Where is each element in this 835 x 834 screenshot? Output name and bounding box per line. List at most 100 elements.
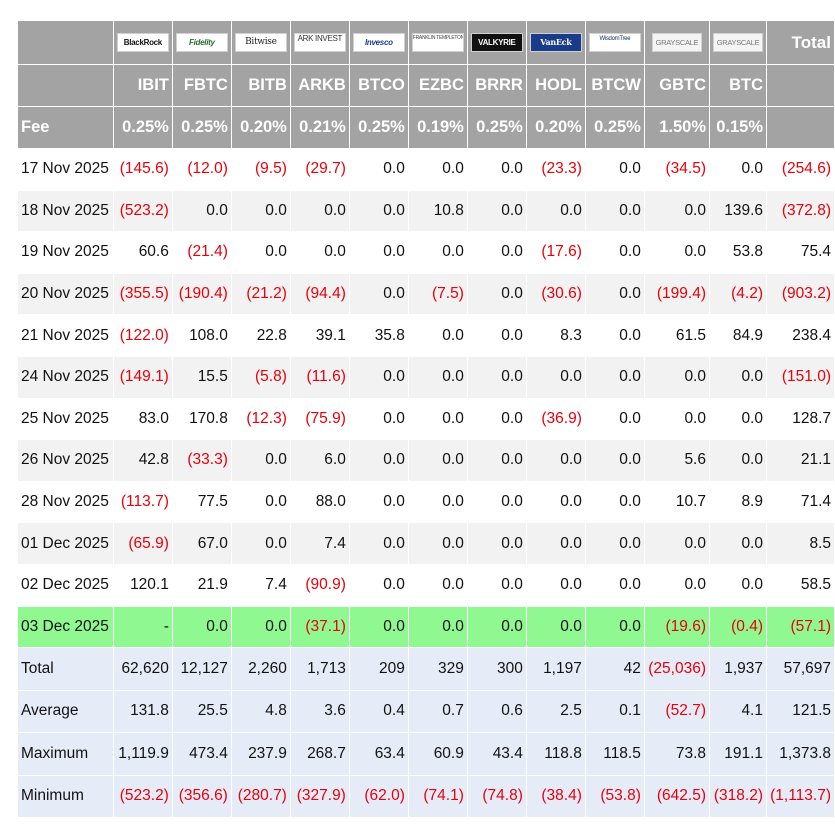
vaneck-logo: VanEck [529,33,582,52]
flow-cell: (145.6) [112,148,173,191]
franklin-templeton-logo: FRANKLIN TEMPLETON [411,33,464,52]
table-row: 20 Nov 2025 (355.5) (190.4) (21.2) (94.4) 0.0… [17,272,835,316]
flow-cell: 0.0 [466,231,527,274]
summary-row: Average 131.8 25.5 4.8 3.6 0.4 0.7 0.6 2.5 0.1 (52… [17,689,835,734]
ticker-row-total-blank [766,64,835,107]
row-date: 17 Nov 2025 [17,148,114,191]
flow-cell: 0.0 [348,605,409,649]
flow-cell: (4.2) [709,272,767,316]
invesco-logo: Invesco [352,33,405,52]
flow-cell: 0.0 [525,605,586,649]
flow-cell: 0.0 [466,355,527,399]
flow-cell: (34.5) [643,148,711,191]
flow-cell: 0.0 [584,231,645,274]
flow-cell: 0.0 [584,563,645,607]
flow-cell: 0.0 [525,480,586,524]
flow-cell: 0.0 [230,231,291,274]
summary-cell: 63.4 [348,732,409,776]
table-row: 19 Nov 2025 60.6 (21.4) 0.0 0.0 0.0 0.0 0.0 (17.… [17,231,835,274]
flow-cell: 0.0 [407,522,468,565]
row-date: 24 Nov 2025 [17,355,114,399]
daily-flows-body: 17 Nov 2025 (145.6) (12.0) (9.5) (29.7) 0.0 0.… [17,148,835,649]
flow-cell: 0.0 [466,397,527,441]
flow-cell: 0.0 [407,480,468,524]
flow-cell: (94.4) [289,272,350,316]
summary-total: (1,113.7) [766,774,835,819]
flow-cell: (523.2) [112,189,173,233]
flow-cell: 0.0 [466,480,527,524]
valkyrie-logo: VALKYRIE [470,33,523,52]
flow-cell: 8.9 [709,480,767,524]
row-total: 71.4 [766,480,835,524]
flow-cell: 0.0 [525,563,586,607]
summary-cell: 473.4 [171,732,232,776]
flow-cell: 0.0 [348,355,409,399]
summary-cell: (318.2) [709,774,767,819]
wisdomtree-logo: WisdomTree [588,33,641,52]
flow-cell: (17.6) [525,231,586,274]
flow-cell: (37.1) [289,605,350,649]
flow-cell: 0.0 [348,522,409,565]
fee-cell: 0.25% [584,106,645,149]
flow-cell: 0.0 [584,314,645,357]
summary-total: 121.5 [766,689,835,734]
fee-label: Fee [17,106,114,149]
summary-cell: 131.8 [112,689,173,734]
summary-cell: 42 [584,647,645,691]
summary-cell: 0.6 [466,689,527,734]
row-date: 25 Nov 2025 [17,397,114,441]
summary-cell: 1,197 [525,647,586,691]
summary-label: Maximum [17,732,114,776]
ticker-row: IBIT FBTC BITB ARKB BTCO EZBC BRRR HODL … [17,64,835,107]
ticker-cell: IBIT [112,64,173,107]
summary-cell: (53.8) [584,774,645,819]
flow-cell: 0.0 [643,189,711,233]
flow-cell: 0.0 [709,397,767,441]
flow-cell: 0.0 [643,355,711,399]
flow-cell: (5.8) [230,355,291,399]
summary-cell: 268.7 [289,732,350,776]
flow-cell: 0.0 [584,522,645,565]
table-row: 21 Nov 2025 (122.0) 108.0 22.8 39.1 35.8 0.0 0.… [17,314,835,357]
flow-cell: 0.0 [407,439,468,482]
flow-cell: 0.0 [709,522,767,565]
summary-cell: 4.8 [230,689,291,734]
fee-cell: 1.50% [643,106,711,149]
flow-cell: 0.0 [289,231,350,274]
flow-cell: 0.0 [348,439,409,482]
flow-cell: 88.0 [289,480,350,524]
summary-cell: 1,937 [709,647,767,691]
flow-cell: (75.9) [289,397,350,441]
ticker-cell: BTCO [348,64,409,107]
summary-cell: 4.1 [709,689,767,734]
flow-cell: 0.0 [466,522,527,565]
summary-cell: 73.8 [643,732,711,776]
fee-cell: 0.25% [171,106,232,149]
summary-cell: 0.7 [407,689,468,734]
row-total: 8.5 [766,522,835,565]
flow-cell: (19.6) [643,605,711,649]
flow-cell: 0.0 [348,397,409,441]
flow-cell: 0.0 [584,148,645,191]
summary-cell: 2.5 [525,689,586,734]
flow-cell: (12.0) [171,148,232,191]
etf-flows-table: BlackRock Fidelity Bitwise ARK INVEST In… [17,20,835,819]
summary-cell: (62.0) [348,774,409,819]
summary-cell: 1,713 [289,647,350,691]
ark-invest-logo: ARK INVEST [293,33,346,52]
fee-cell: 0.25% [348,106,409,149]
summary-cell: 237.9 [230,732,291,776]
flow-cell: 0.0 [407,314,468,357]
flow-cell: 67.0 [171,522,232,565]
row-total: 58.5 [766,563,835,607]
flow-cell: 0.0 [407,148,468,191]
flow-cell: 42.8 [112,439,173,482]
summary-cell: (356.6) [171,774,232,819]
flow-cell: (149.1) [112,355,173,399]
summary-cell: (25,036) [643,647,711,691]
flow-cell: 0.0 [466,189,527,233]
flow-cell: (65.9) [112,522,173,565]
grayscale-logo: GRAYSCALE [651,33,702,52]
fee-cell: 0.25% [466,106,527,149]
flow-cell: 0.0 [709,355,767,399]
